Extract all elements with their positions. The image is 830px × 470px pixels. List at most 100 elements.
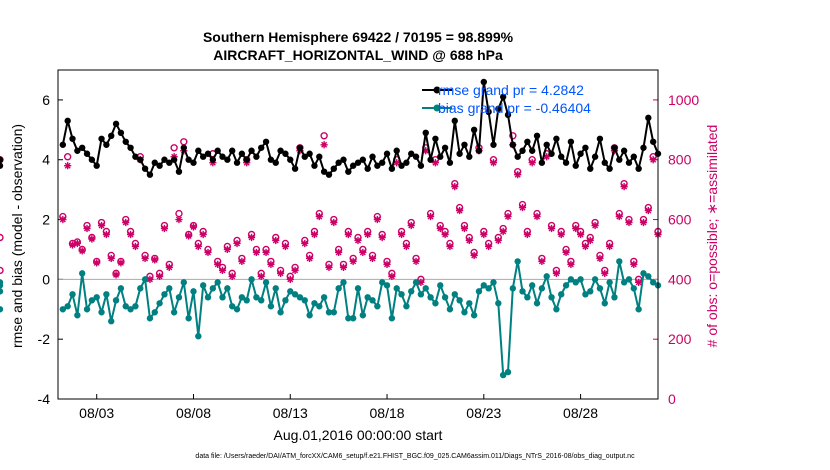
x-tick-label: 08/13 xyxy=(273,405,308,421)
bias-point xyxy=(78,270,86,277)
assimilated-point xyxy=(252,248,260,257)
assimilated-point xyxy=(204,248,212,257)
rmse-point xyxy=(301,153,308,160)
assimilated-point xyxy=(576,230,585,239)
bias-point xyxy=(446,306,454,313)
rmse-point xyxy=(161,156,168,163)
rmse-point xyxy=(504,111,512,119)
assimilated-point xyxy=(489,159,498,167)
possible-point xyxy=(320,132,328,140)
rmse-point xyxy=(480,78,488,86)
rmse-point xyxy=(228,147,236,154)
bias-point xyxy=(98,309,105,316)
bias-point xyxy=(470,312,478,319)
rmse-point xyxy=(572,162,579,169)
bias-point xyxy=(432,300,439,307)
bias-point xyxy=(0,306,4,313)
bias-point xyxy=(635,306,642,313)
y-left-tick-label: 0 xyxy=(42,271,50,287)
bias-point xyxy=(224,285,231,292)
y-axis-left: -4 -2 0 2 4 6 xyxy=(38,92,63,407)
rmse-point xyxy=(495,105,502,113)
rmse-point xyxy=(635,165,642,172)
bias-point xyxy=(514,258,521,265)
assimilated-point xyxy=(649,156,657,164)
assimilated-point xyxy=(620,183,628,191)
bias-point xyxy=(466,300,473,307)
rmse-point xyxy=(253,153,260,160)
rmse-point xyxy=(0,156,4,163)
rmse-point xyxy=(219,153,226,160)
bias-point xyxy=(427,294,434,301)
assimilated-point xyxy=(451,183,459,191)
assimilated-point xyxy=(514,171,522,179)
assimilated-point xyxy=(339,263,348,271)
assimilated-point xyxy=(291,266,299,274)
bias-point xyxy=(495,300,502,307)
bias-point xyxy=(170,309,178,316)
rmse-point xyxy=(277,147,284,154)
assimilated-point xyxy=(373,215,381,224)
x-axis-label: Aug.01,2016 00:00:00 start xyxy=(274,427,443,443)
assimilated-point xyxy=(68,241,77,249)
rmse-point xyxy=(185,156,192,163)
rmse-point xyxy=(630,153,638,160)
bias-point xyxy=(330,309,338,316)
bias-point xyxy=(548,294,555,301)
rmse-point xyxy=(180,144,188,151)
bias-point xyxy=(277,309,284,316)
bias-point xyxy=(519,288,526,295)
rmse-point xyxy=(606,165,613,172)
assimilated-point xyxy=(218,266,227,274)
assimilated-point xyxy=(422,147,430,155)
bias-point xyxy=(601,300,608,307)
bias-point xyxy=(262,279,270,286)
y-axis-right: 0 200 400 600 800 1000 xyxy=(653,92,699,407)
bias-point xyxy=(88,297,96,304)
assimilated-point xyxy=(625,218,633,227)
assimilated-point xyxy=(504,212,512,221)
rmse-point xyxy=(437,153,444,160)
bias-point xyxy=(199,282,207,289)
assimilated-point xyxy=(194,242,202,251)
rmse-point xyxy=(616,156,623,163)
assimilated-point xyxy=(402,242,410,251)
bias-point xyxy=(340,279,347,286)
x-tick-label: 08/03 xyxy=(79,405,114,421)
bias-point xyxy=(374,303,381,310)
bias-point xyxy=(533,300,541,307)
rmse-point xyxy=(582,144,589,151)
rmse-point xyxy=(490,141,497,148)
footer-data-file: data file: /Users/raeder/DAI/ATM_forcXX/… xyxy=(195,453,635,460)
bias-point xyxy=(311,300,318,307)
rmse-point xyxy=(587,165,594,172)
legend-rmse-marker xyxy=(433,86,441,94)
bias-point xyxy=(195,332,202,340)
assimilated-point xyxy=(228,272,236,280)
rmse-series xyxy=(0,78,662,178)
assimilated-point xyxy=(78,247,86,255)
legend: rmse grand pr = 4.2842 bias grand pr = -… xyxy=(422,82,591,116)
assimilated-point xyxy=(238,257,246,266)
bias-point xyxy=(369,297,376,304)
rmse-point xyxy=(93,162,100,169)
bias-point xyxy=(412,279,420,286)
bias-point xyxy=(233,306,241,313)
assimilated-point xyxy=(615,212,623,221)
y-left-tick-label: 4 xyxy=(42,152,50,168)
bias-point xyxy=(132,303,139,310)
rmse-point xyxy=(282,150,289,157)
rmse-point xyxy=(378,159,386,166)
bias-point xyxy=(388,315,396,322)
assimilated-point xyxy=(306,254,314,263)
assimilated-point xyxy=(64,162,72,170)
bias-point xyxy=(616,258,623,265)
assimilated-point xyxy=(465,236,473,245)
assimilated-point xyxy=(344,230,352,239)
bias-point xyxy=(291,291,299,298)
rmse-point xyxy=(369,153,376,160)
assimilated-point xyxy=(485,242,493,251)
assimilated-point xyxy=(126,230,135,239)
rmse-point xyxy=(243,156,250,163)
bias-point xyxy=(301,297,308,304)
